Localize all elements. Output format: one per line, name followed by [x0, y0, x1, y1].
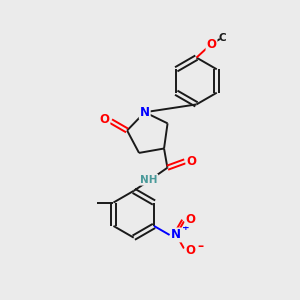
Text: O: O [206, 38, 217, 51]
Text: –: – [197, 240, 203, 253]
Text: N: N [140, 106, 150, 119]
Text: NH: NH [140, 175, 158, 185]
Text: N: N [171, 229, 181, 242]
Text: +: + [182, 223, 190, 232]
Text: O: O [187, 155, 196, 168]
Text: O: O [186, 212, 196, 226]
Text: C: C [218, 33, 226, 43]
Text: O: O [99, 113, 110, 126]
Text: O: O [186, 244, 196, 257]
